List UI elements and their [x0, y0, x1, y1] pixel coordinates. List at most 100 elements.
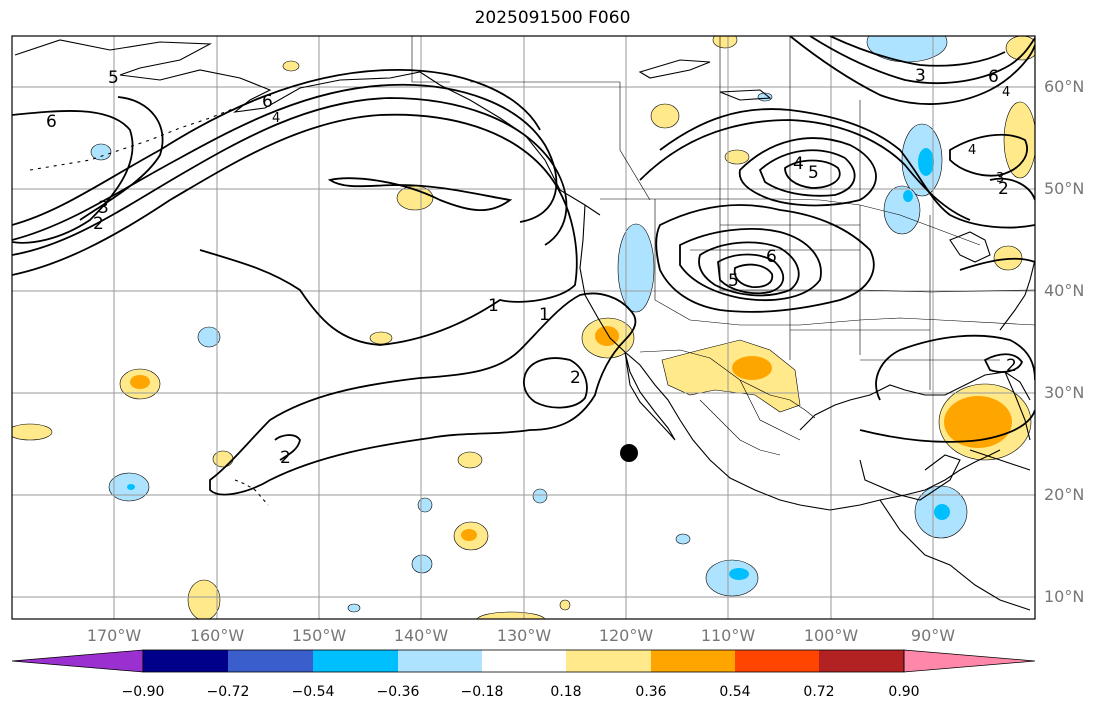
- negative-anomaly: [675, 533, 691, 545]
- location-marker[interactable]: [620, 444, 638, 462]
- contour-line: [859, 409, 1035, 443]
- political-borders: [411, 36, 1035, 456]
- contour-line: [809, 36, 1035, 85]
- lon-label: 130°W: [496, 626, 552, 645]
- contour-line: [274, 434, 301, 461]
- contour-line: [717, 253, 784, 295]
- shaded-anomalies: [12, 36, 1035, 619]
- canada-coast: [638, 59, 711, 79]
- colorbar-tick-label: 0.72: [803, 684, 835, 700]
- positive-anomaly: [993, 245, 1023, 271]
- colorbar-tick-label: −0.54: [291, 684, 335, 700]
- contour-line: [789, 36, 1035, 105]
- positive-anomaly-core: [944, 396, 1012, 448]
- contour-label: 4: [1002, 85, 1010, 100]
- contour-label: 5: [108, 68, 119, 88]
- contour-label: 5: [808, 163, 819, 183]
- state-line: [654, 199, 1035, 326]
- positive-anomaly: [712, 36, 738, 49]
- map-frame: [11, 35, 1036, 620]
- positive-anomaly-core: [461, 529, 477, 541]
- colorbar-segment: [651, 650, 735, 672]
- positive-anomaly: [282, 60, 300, 72]
- contour-label: 1: [539, 305, 550, 325]
- contour-label: 2: [280, 448, 291, 468]
- alaska-canada-border: [411, 36, 450, 83]
- state-line: [690, 224, 1000, 361]
- colorbar-tick-label: −0.18: [460, 684, 504, 700]
- positive-anomaly: [650, 103, 680, 129]
- colorbar-extend-high: [903, 649, 1036, 673]
- central-america: [879, 499, 1031, 611]
- contour-labels: 5 6 6 4 3 2 1 1 2 2 4 5 6 5 3 6 4 2 3 4 …: [46, 66, 1017, 468]
- colorbar-segment: [398, 650, 482, 672]
- contour-line: [659, 108, 1035, 229]
- colorbar-segment: [482, 650, 566, 672]
- lon-label: 160°W: [189, 626, 245, 645]
- positive-anomaly: [1003, 101, 1035, 179]
- contour-line: [875, 334, 1035, 401]
- contour-line: [698, 241, 800, 297]
- contour-line: [784, 159, 841, 189]
- contour-line: [522, 357, 588, 409]
- lon-label: 110°W: [700, 626, 756, 645]
- contour-line: [679, 228, 822, 301]
- contour-line: [758, 149, 856, 197]
- negative-anomaly: [411, 554, 433, 574]
- lon-label: 150°W: [291, 626, 347, 645]
- contour-line: [79, 96, 164, 221]
- contour-label: 4: [968, 143, 976, 158]
- canada-us-border: [600, 198, 981, 246]
- negative-anomaly: [197, 326, 221, 348]
- lat-label: 50°N: [1044, 179, 1085, 198]
- mexico-states: [699, 379, 801, 456]
- negative-anomaly: [617, 223, 655, 313]
- colorbar-tick-label: 0.36: [635, 684, 667, 700]
- contour-label: 4: [793, 154, 804, 174]
- colorbar-tick-label: 0.90: [888, 684, 920, 700]
- contour-line: [989, 177, 1035, 201]
- contour-line: [738, 137, 877, 207]
- contour-label: 2: [998, 179, 1009, 199]
- negative-anomaly: [347, 603, 361, 613]
- contour-label: 6: [262, 92, 273, 112]
- positive-anomaly-core: [732, 356, 772, 380]
- colorbar-segment: [735, 650, 819, 672]
- positive-anomaly: [12, 423, 53, 441]
- lat-label: 10°N: [1044, 587, 1085, 606]
- positive-anomaly: [1005, 36, 1035, 61]
- florida: [1004, 371, 1031, 441]
- positive-anomaly: [187, 579, 221, 619]
- negative-anomaly: [417, 497, 433, 513]
- negative-anomaly-core: [918, 148, 934, 176]
- contour-label: 6: [988, 67, 999, 87]
- positive-anomaly-core: [130, 375, 150, 389]
- cuba: [969, 449, 1031, 471]
- negative-anomaly-core: [729, 568, 749, 580]
- negative-anomaly: [883, 185, 921, 235]
- east-coast: [999, 259, 1035, 331]
- lat-label: 20°N: [1044, 485, 1085, 504]
- lon-label: 120°W: [598, 626, 654, 645]
- contour-line: [12, 110, 134, 244]
- lat-label: 30°N: [1044, 383, 1085, 402]
- lon-label: 140°W: [393, 626, 449, 645]
- colorbar-tick-label: −0.36: [376, 684, 420, 700]
- lat-label: 40°N: [1044, 281, 1085, 300]
- contour-label: 4: [272, 111, 280, 126]
- contour-label: 3: [996, 171, 1004, 186]
- contour-label: 6: [766, 247, 777, 267]
- colorbar-segment: [228, 650, 313, 672]
- state-line: [719, 199, 1035, 293]
- contour-line: [327, 177, 513, 212]
- lon-label: 90°W: [910, 626, 956, 645]
- contour-label: 1: [488, 296, 499, 316]
- contour-line: [949, 133, 1028, 177]
- colorbar-tick-label: −0.90: [121, 684, 165, 700]
- positive-anomaly: [724, 149, 750, 165]
- contour-label: 2: [1006, 356, 1017, 376]
- yucatan: [859, 454, 961, 501]
- contour-line: [655, 204, 875, 313]
- colorbar-tick-label: −0.72: [206, 684, 250, 700]
